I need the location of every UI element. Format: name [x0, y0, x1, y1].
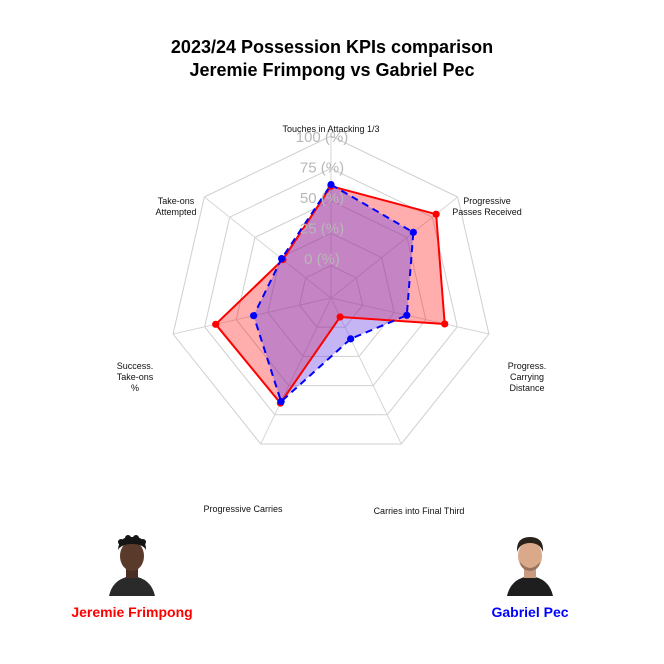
player-photo-pec: [501, 532, 559, 596]
series-area-1: [253, 184, 414, 402]
series-point-1-3: [347, 335, 355, 343]
grid-ring: [298, 265, 364, 328]
player-photo-frimpong: [103, 532, 161, 596]
axis-label: Touches in Attacking 1/3: [282, 124, 379, 134]
chart-title: 2023/24 Possession KPIs comparison Jerem…: [0, 36, 664, 82]
player-card-frimpong: Jeremie Frimpong: [42, 532, 222, 620]
series-point-1-0: [327, 181, 335, 189]
tick-label: 25 (%): [300, 221, 344, 238]
series-area-0: [215, 186, 445, 404]
series-point-1-4: [277, 398, 285, 406]
axis-label: Carries into Final Third: [374, 506, 465, 516]
radar-grid: [172, 135, 490, 445]
series-point-1-5: [250, 312, 258, 320]
grid-spoke: [260, 297, 332, 445]
player-name-pec: Gabriel Pec: [491, 604, 569, 620]
series-point-0-3: [336, 313, 344, 321]
series-line-1: [252, 183, 415, 403]
radar-axis-labels: Touches in Attacking 1/3 Progressive Passe…: [117, 124, 547, 516]
series-point-1-1: [409, 228, 417, 236]
chart-title-line1: 2023/24 Possession KPIs comparison: [170, 37, 494, 57]
axis-label: Progressive Carries: [203, 504, 283, 514]
grid-spoke: [204, 196, 332, 299]
grid-spoke: [330, 297, 402, 445]
player-name-frimpong: Jeremie Frimpong: [71, 604, 193, 620]
radar-series: [212, 181, 449, 407]
series-point-0-1: [432, 210, 440, 218]
tick-label: 100 (%): [296, 129, 349, 146]
grid-ring: [172, 135, 490, 445]
series-point-0-5: [212, 320, 220, 328]
tick-label: 0 (%): [304, 251, 340, 268]
grid-ring: [204, 167, 458, 416]
series-point-0-2: [441, 320, 449, 328]
grid-ring: [235, 200, 427, 387]
axis-label: Success. Take-ons%: [117, 361, 154, 393]
axis-label: Take-ons Attempted: [155, 196, 196, 217]
player-card-pec: Gabriel Pec: [440, 532, 620, 620]
series-point-1-2: [403, 311, 411, 319]
tick-label: 75 (%): [300, 160, 344, 177]
axis-label: Progressive Passes Received: [452, 196, 522, 217]
chart-title-line2: Jeremie Frimpong vs Gabriel Pec: [189, 60, 475, 80]
radar-tick-labels: 0 (%) 25 (%) 50 (%) 75 (%) 100 (%): [296, 129, 349, 268]
axis-label: Progress. Carrying Distance: [508, 361, 547, 393]
series-line-0: [214, 185, 446, 405]
tick-label: 50 (%): [300, 190, 344, 207]
series-point-1-6: [278, 255, 286, 263]
